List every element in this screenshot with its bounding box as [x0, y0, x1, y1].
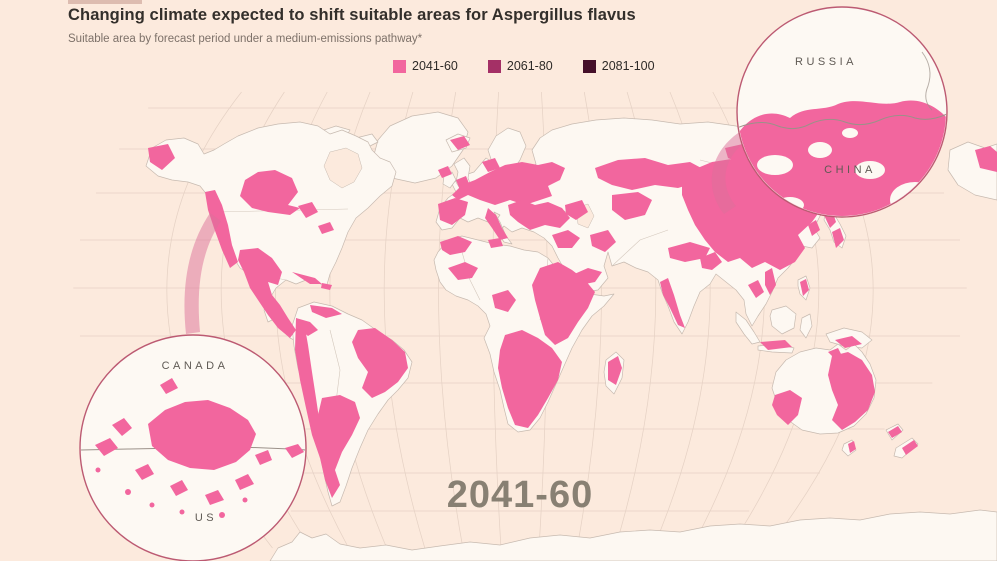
legend-swatch-2061-80 — [487, 59, 501, 73]
inset-russia-china — [736, 6, 948, 218]
legend-label-2041-60: 2041-60 — [412, 59, 458, 73]
legend-item-2061-80: 2061-80 — [487, 59, 553, 73]
chart-subtitle: Suitable area by forecast period under a… — [68, 33, 423, 45]
legend-item-2081-100: 2081-100 — [582, 59, 655, 73]
suitable-areas-2041-60 — [148, 136, 997, 498]
legend-swatch-2081-100 — [582, 59, 596, 73]
inset-canada-us — [79, 334, 307, 561]
legend-label-2081-100: 2081-100 — [601, 59, 655, 73]
legend-label-2061-80: 2061-80 — [506, 59, 553, 73]
connector-canada-us — [184, 213, 221, 334]
landmass-antarctica — [269, 509, 997, 561]
inset-connector-ribbons — [184, 128, 752, 334]
hudson-bay — [323, 147, 363, 189]
chart-title: Changing climate expected to shift suita… — [68, 6, 636, 24]
legend: 2041-60 2061-80 2081-100 — [393, 59, 655, 73]
connector-russia-china — [711, 128, 752, 214]
inset-canada-us-content — [81, 378, 305, 518]
top-accent-bar — [68, 0, 142, 4]
landmass-southeast-asia-islands — [735, 275, 873, 354]
inset-label-canada: CANADA — [161, 360, 229, 372]
inset-label-us: US — [194, 512, 218, 524]
current-period-label: 2041-60 — [446, 474, 594, 516]
inset-label-russia: RUSSIA — [795, 56, 857, 68]
inset-label-china: CHINA — [824, 164, 876, 176]
legend-item-2041-60: 2041-60 — [393, 59, 458, 73]
legend-swatch-2041-60 — [393, 59, 406, 73]
